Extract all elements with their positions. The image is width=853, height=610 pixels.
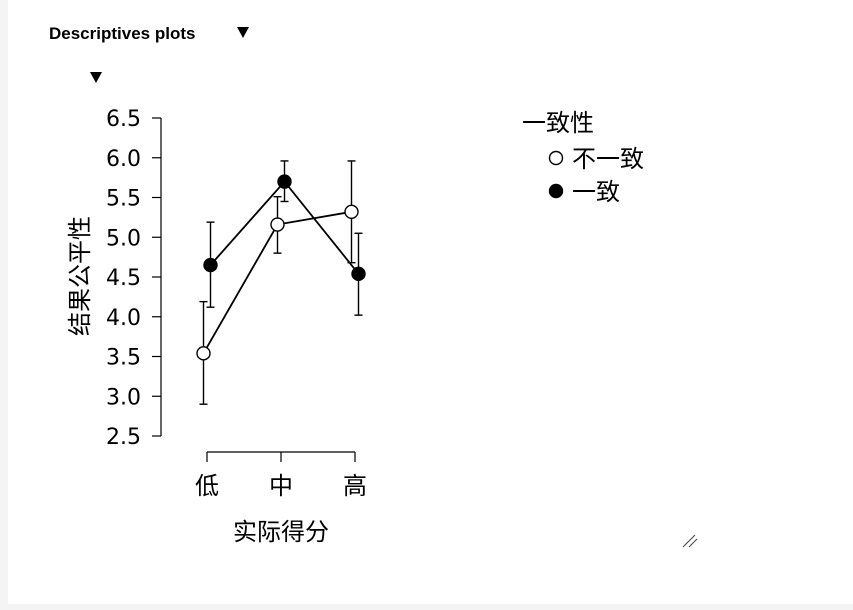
data-point <box>270 217 285 232</box>
section-title-text: Descriptives plots <box>49 24 196 43</box>
section-title[interactable]: Descriptives plots <box>49 24 195 44</box>
data-point <box>351 266 366 282</box>
x-axis: 低中高 <box>195 451 367 500</box>
legend-label: 不一致 <box>572 145 644 173</box>
x-tick-label: 低 <box>195 472 219 500</box>
x-axis-label: 实际得分 <box>233 518 329 546</box>
y-tick-label: 4.5 <box>106 266 141 291</box>
resize-handle-icon[interactable] <box>680 530 700 550</box>
collapse-arrow-icon[interactable] <box>237 27 249 38</box>
y-tick-label: 2.5 <box>106 425 141 450</box>
y-tick-label: 5.0 <box>106 226 141 251</box>
plot-collapse-arrow-icon[interactable] <box>90 72 102 83</box>
legend-title: 一致性 <box>522 109 594 137</box>
legend-marker <box>548 150 564 166</box>
x-tick-label: 中 <box>269 472 293 500</box>
legend-marker <box>548 183 564 199</box>
legend-label: 一致 <box>572 178 620 206</box>
x-tick-label: 高 <box>343 472 367 500</box>
data-point <box>277 174 292 189</box>
data-point <box>344 204 359 220</box>
y-tick-label: 3.0 <box>106 385 141 410</box>
y-tick-label: 4.0 <box>106 306 141 331</box>
y-tick-label: 5.5 <box>106 187 141 212</box>
y-tick-label: 6.0 <box>106 147 141 172</box>
y-axis: 2.5 3.0 3.5 4.0 4.5 5.0 5.5 6.0 6.5 <box>106 107 162 450</box>
series-layer <box>196 160 366 405</box>
output-panel <box>8 0 853 604</box>
y-tick-label: 3.5 <box>106 346 141 371</box>
data-point <box>196 346 211 361</box>
data-point <box>203 257 218 273</box>
y-tick-label: 6.5 <box>106 107 141 132</box>
y-axis-label: 结果公平性 <box>66 216 94 336</box>
